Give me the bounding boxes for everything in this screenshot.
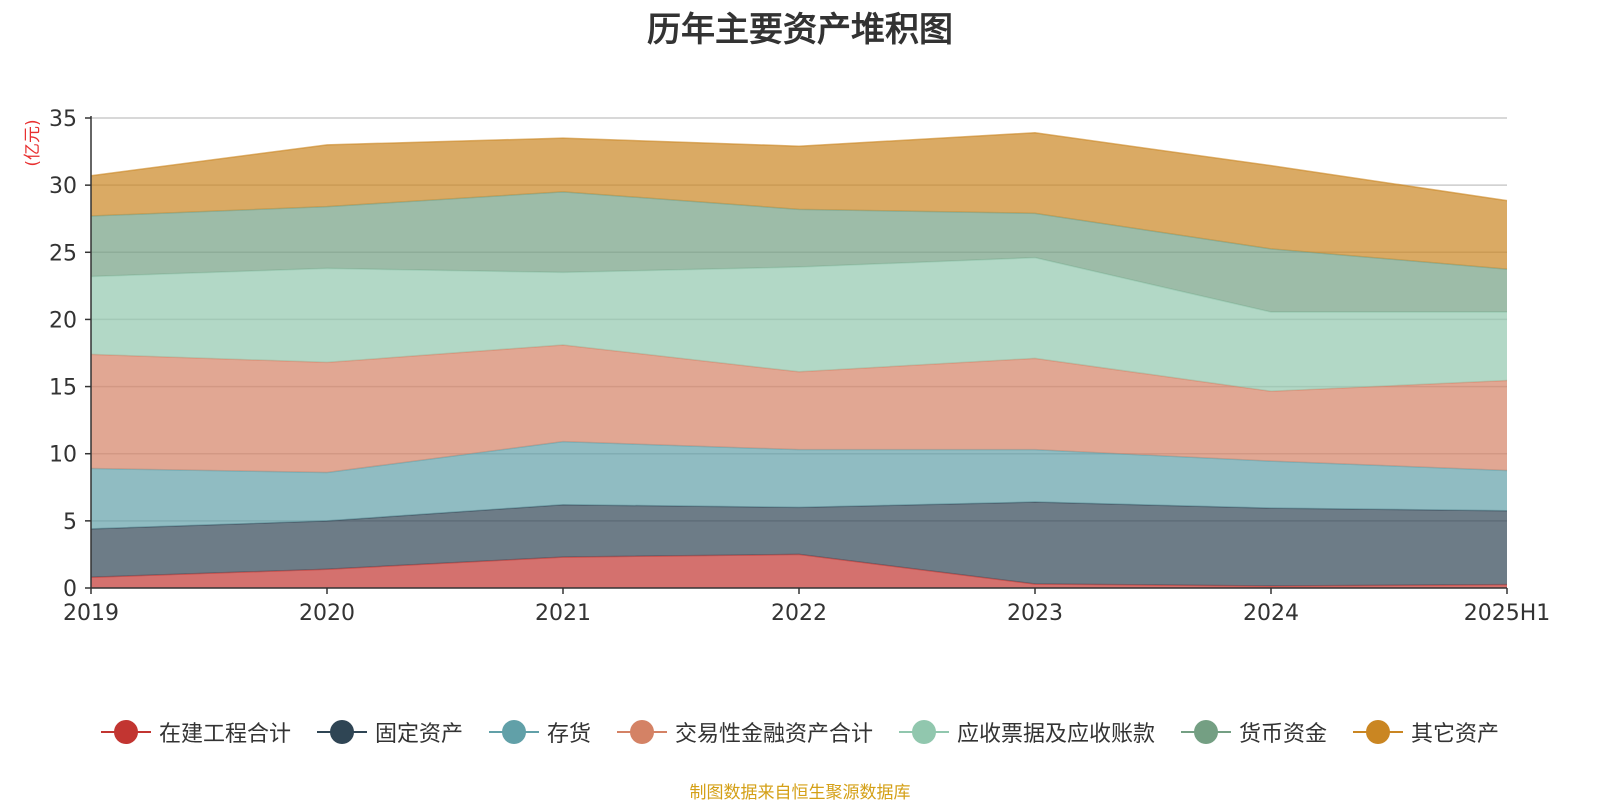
source-note: 制图数据来自恒生聚源数据库	[689, 783, 911, 803]
legend-item[interactable]: 交易性金融资产合计	[616, 716, 873, 748]
x-tick-label: 2021	[535, 601, 591, 626]
legend-item[interactable]: 货币资金	[1181, 716, 1327, 748]
legend-label: 在建工程合计	[158, 722, 291, 747]
y-tick-label: 15	[49, 376, 77, 401]
legend-item[interactable]: 其它资产	[1353, 716, 1499, 748]
y-tick-label: 0	[63, 577, 77, 602]
x-tick-label: 2020	[299, 601, 355, 626]
area-series-edge-6	[90, 132, 1508, 202]
area-series-5	[91, 191, 1507, 313]
x-tick-label: 2019	[63, 601, 119, 626]
axes: 0 5 10 15 20 25 30 35 2019 2020 2021 2022 2023 2024 20…	[49, 107, 1550, 626]
legend-item[interactable]: 固定资产	[316, 716, 463, 748]
y-tick-label: 20	[49, 308, 77, 333]
legend-marker-icon	[488, 719, 539, 745]
legend-marker-icon	[1353, 719, 1404, 745]
legend-label: 其它资产	[1411, 722, 1500, 747]
legend-marker-icon	[100, 719, 151, 745]
y-tick-label: 5	[63, 510, 77, 535]
x-tick-label: 2022	[771, 601, 827, 626]
chart-legend: 在建工程合计 固定资产 存货 交易性金融资产合计 应收票据及应收账款 货币资金 其它资产	[0, 716, 1600, 748]
legend-marker-icon	[616, 719, 667, 745]
area-series-6	[91, 132, 1507, 270]
y-tick-label: 35	[49, 107, 77, 132]
stacked-area-chart: 0 5 10 15 20 25 30 35 2019 2020 2021 2022 2023 2024 20…	[23, 107, 1550, 626]
x-tick-label: 2023	[1007, 601, 1063, 626]
area-series-0	[91, 554, 1507, 588]
area-series-2	[91, 441, 1507, 529]
area-series-3	[91, 344, 1507, 473]
y-tick-label: 25	[49, 241, 77, 266]
legend-label: 交易性金融资产合计	[674, 722, 873, 747]
area-series-1	[91, 502, 1507, 586]
y-tick-label: 10	[49, 443, 77, 468]
area-series-layer	[90, 132, 1508, 588]
legend-label: 存货	[546, 722, 591, 747]
x-tick-label: 2024	[1243, 601, 1299, 626]
legend-item[interactable]: 存货	[488, 716, 591, 748]
legend-label: 固定资产	[374, 722, 463, 747]
x-tick-label: 2025H1	[1464, 601, 1551, 626]
legend-marker-icon	[899, 719, 949, 745]
legend-item[interactable]: 应收票据及应收账款	[899, 716, 1155, 748]
legend-label: 应收票据及应收账款	[957, 722, 1156, 747]
legend-label: 货币资金	[1239, 722, 1328, 747]
legend-marker-icon	[1181, 719, 1232, 745]
area-series-4	[91, 257, 1507, 392]
y-tick-label: 30	[49, 174, 77, 199]
legend-item[interactable]: 在建工程合计	[100, 716, 291, 748]
y-axis-label: (亿元)	[23, 119, 43, 166]
chart-title: 历年主要资产堆积图	[647, 10, 953, 50]
legend-marker-icon	[316, 719, 367, 745]
